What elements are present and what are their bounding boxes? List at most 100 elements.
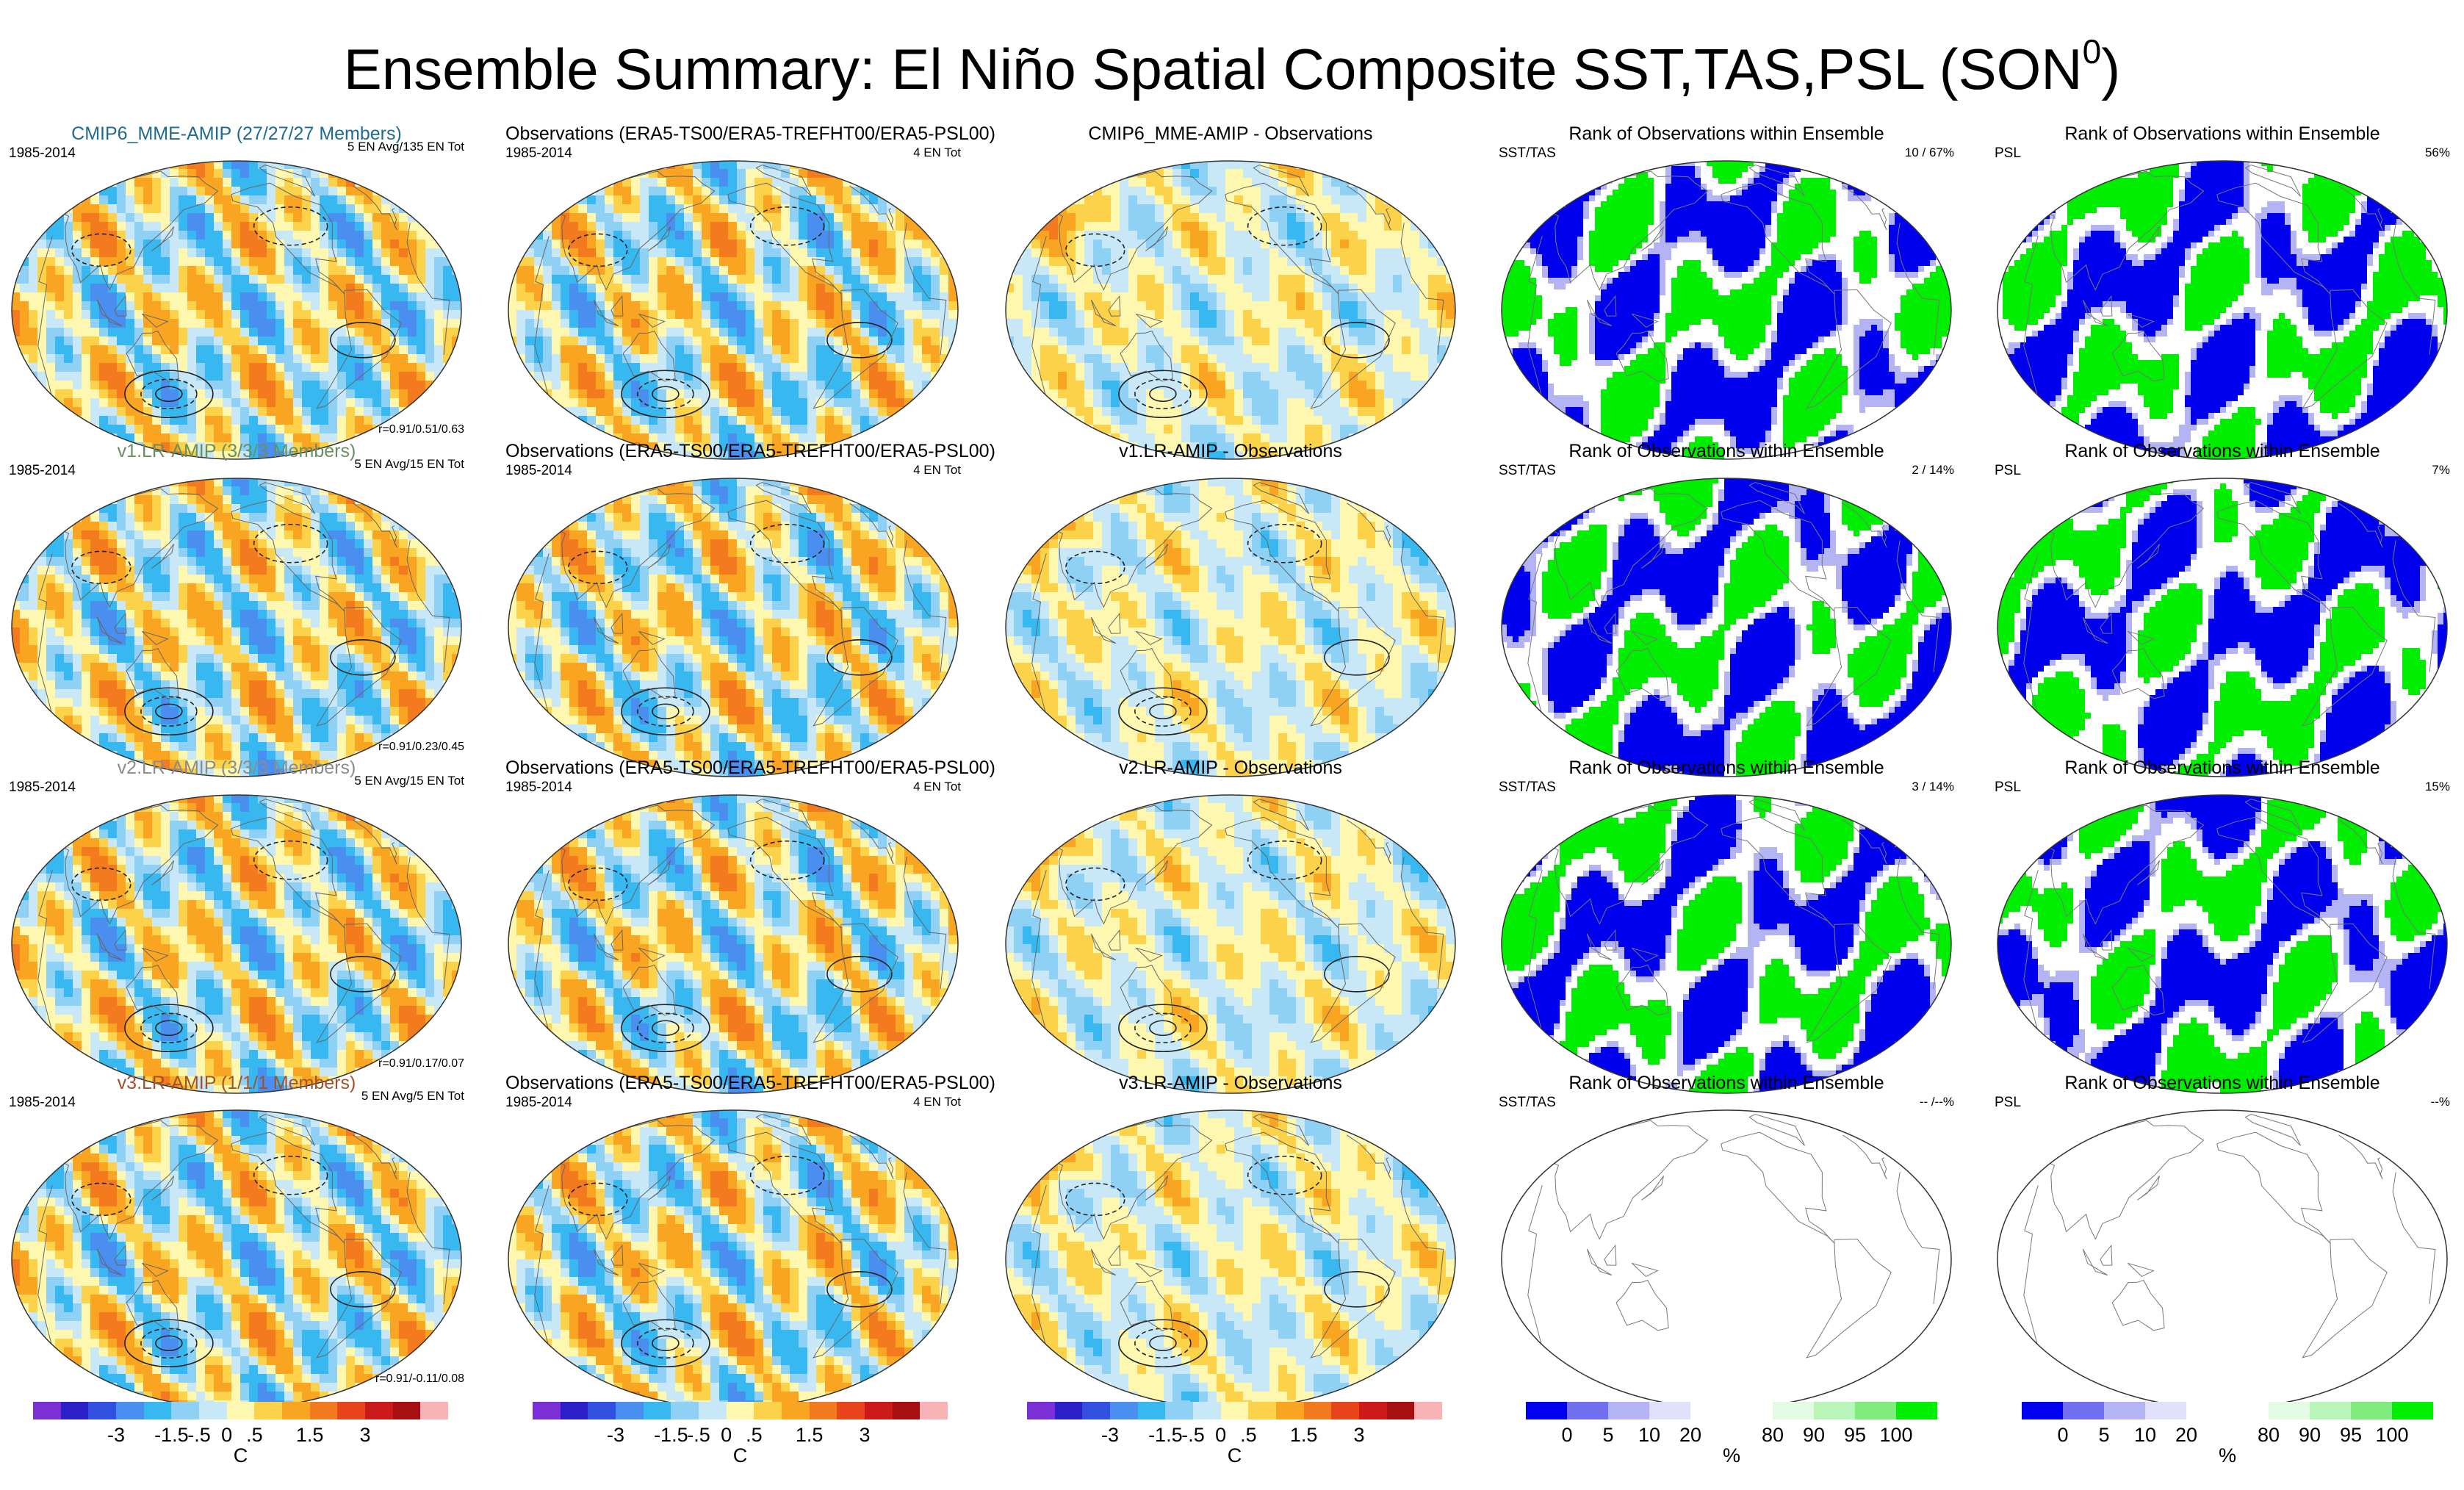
map-field xyxy=(1501,478,1952,777)
colorbar-tick-label: -3 xyxy=(107,1424,125,1447)
world-map xyxy=(1501,794,1952,1094)
map-field xyxy=(1005,794,1455,1094)
colorbar-tick-label: -1.5 xyxy=(654,1424,688,1447)
colorbar-box xyxy=(727,1402,754,1419)
colorbar-unit: C xyxy=(1228,1444,1242,1467)
world-map xyxy=(508,794,959,1094)
world-map xyxy=(1501,1109,1952,1409)
colorbar-tick-label: 1.5 xyxy=(1290,1424,1318,1447)
colorbar-box xyxy=(1773,1402,1814,1419)
colorbar-box xyxy=(116,1402,144,1419)
colorbar-tick-label: 10 xyxy=(2134,1424,2156,1447)
colorbar-tick-label: 3 xyxy=(1353,1424,1364,1447)
colorbar-tick-label: 1.5 xyxy=(296,1424,324,1447)
panel-right-label: 5 EN Avg/15 EN Tot xyxy=(354,457,464,472)
panel-right-label: -- /--% xyxy=(1920,1095,1954,1109)
map-field xyxy=(1501,160,1952,460)
colorbar-box xyxy=(227,1402,255,1419)
panel-right-label: 5 EN Avg/15 EN Tot xyxy=(354,774,464,788)
panel-left-label: SST/TAS xyxy=(1499,780,1556,796)
colorbar-unit: C xyxy=(234,1444,248,1467)
world-map xyxy=(1997,478,2448,777)
map-field xyxy=(1005,1109,1455,1409)
colorbar-box xyxy=(282,1402,310,1419)
colorbar-box xyxy=(1526,1402,1567,1419)
colorbar-tick-label: 0 xyxy=(2057,1424,2068,1447)
colorbar-box xyxy=(1304,1402,1332,1419)
colorbar-unit: % xyxy=(2219,1444,2236,1467)
figure-title: Ensemble Summary: El Niño Spatial Compos… xyxy=(0,21,2464,106)
panel-right-label: --% xyxy=(2431,1095,2450,1109)
colorbar-box xyxy=(1221,1402,1249,1419)
colorbar-box xyxy=(588,1402,616,1419)
correlation-stat: r=0.91/-0.11/0.08 xyxy=(375,1372,464,1386)
map-field xyxy=(11,478,461,777)
world-map xyxy=(11,160,462,460)
map-field xyxy=(11,794,461,1094)
world-map xyxy=(1005,1109,1456,1409)
map-field xyxy=(508,160,958,460)
colorbar-tick-label: -1.5 xyxy=(1148,1424,1183,1447)
correlation-stat: r=0.91/0.51/0.63 xyxy=(378,423,464,436)
colorbar-box xyxy=(2063,1402,2104,1419)
panel-left-label: 1985-2014 xyxy=(505,780,572,796)
panel-obs-row4: Observations (ERA5-TS00/ERA5-TREFHT00/ER… xyxy=(505,1073,961,1418)
colorbar-tick-label: 10 xyxy=(1638,1424,1660,1447)
panel-title: Observations (ERA5-TS00/ERA5-TREFHT00/ER… xyxy=(505,757,961,779)
colorbar-tick-label: 1.5 xyxy=(796,1424,824,1447)
colorbar-box xyxy=(365,1402,393,1419)
colorbar-box xyxy=(1165,1402,1193,1419)
colorbar-box xyxy=(561,1402,588,1419)
world-map xyxy=(1997,1109,2448,1409)
map-field xyxy=(1501,794,1952,1094)
panel-left-label: PSL xyxy=(1995,780,2021,796)
colorbar-box xyxy=(1814,1402,1855,1419)
colorbar-box xyxy=(782,1402,810,1419)
colorbar-tick-label: .5 xyxy=(246,1424,263,1447)
world-map xyxy=(1997,794,2448,1094)
colorbar-tick-label: 95 xyxy=(2340,1424,2362,1447)
world-map xyxy=(508,478,959,777)
colorbar-tick-label: .5 xyxy=(746,1424,763,1447)
panel-obs-row1: Observations (ERA5-TS00/ERA5-TREFHT00/ER… xyxy=(505,123,961,469)
panel-title: Rank of Observations within Ensemble xyxy=(1499,123,1954,145)
colorbar-box xyxy=(1193,1402,1221,1419)
colorbar-box xyxy=(810,1402,837,1419)
panel-title: Rank of Observations within Ensemble xyxy=(1995,757,2450,779)
colorbar-box xyxy=(2186,1402,2227,1419)
panel-left-label: SST/TAS xyxy=(1499,145,1556,162)
colorbar-tick-label: -.5 xyxy=(187,1424,211,1447)
panel-right-label: 10 / 67% xyxy=(1905,145,1954,160)
panel-left-label: PSL xyxy=(1995,145,2021,162)
colorbar-box xyxy=(1690,1402,1732,1419)
panel-diff-row3: v2.LR-AMIP - Observations xyxy=(1003,757,1458,1103)
panel-title: CMIP6_MME-AMIP - Observations xyxy=(1003,123,1458,145)
colorbar-tick-label: 5 xyxy=(2098,1424,2109,1447)
map-field xyxy=(11,1109,461,1409)
colorbar-box xyxy=(310,1402,338,1419)
panel-title: Rank of Observations within Ensemble xyxy=(1499,441,1954,462)
colorbar-box xyxy=(420,1402,448,1419)
panel-title: v3.LR-AMIP - Observations xyxy=(1003,1073,1458,1094)
colorbar-box xyxy=(337,1402,365,1419)
world-map xyxy=(508,160,959,460)
colorbar-tick-label: -3 xyxy=(607,1424,624,1447)
colorbar-box xyxy=(1608,1402,1649,1419)
colorbar-box xyxy=(1414,1402,1442,1419)
world-map xyxy=(1501,160,1952,460)
colorbar-box xyxy=(1082,1402,1110,1419)
map-field xyxy=(1528,1115,1939,1358)
panel-left-label: 1985-2014 xyxy=(9,145,76,162)
colorbar-box xyxy=(644,1402,671,1419)
colorbar-box xyxy=(88,1402,116,1419)
colorbar-tick-label: 5 xyxy=(1602,1424,1613,1447)
panel-title: Observations (ERA5-TS00/ERA5-TREFHT00/ER… xyxy=(505,1073,961,1094)
colorbar-box xyxy=(893,1402,921,1419)
